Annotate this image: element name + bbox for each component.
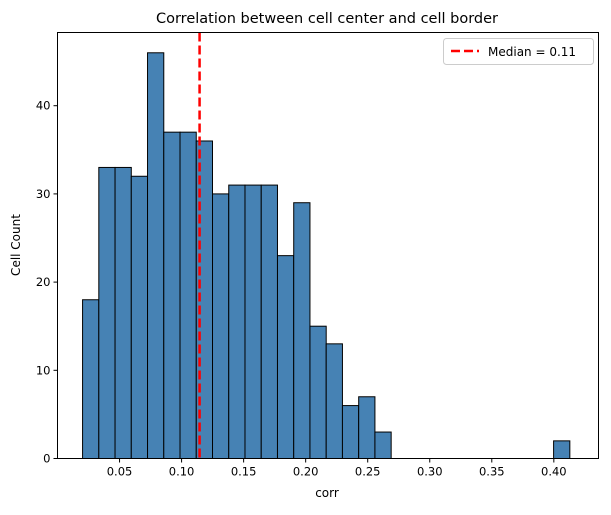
x-tick-label: 0.20 [293,465,319,479]
x-tick-label: 0.15 [231,465,257,479]
x-tick-label: 0.35 [479,465,505,479]
histogram-bar [147,52,165,460]
x-tick-label: 0.05 [107,465,133,479]
histogram-bar [260,184,278,459]
histogram-bar [374,431,392,460]
y-tick-label: 10 [36,363,51,377]
histogram-bar [293,202,311,459]
histogram-bar [341,405,360,460]
y-tick-label: 20 [36,275,51,289]
legend-median-label: Median = 0.11 [488,45,576,59]
x-tick-label: 0.30 [417,465,443,479]
chart-title: Correlation between cell center and cell… [156,11,498,27]
x-tick-label: 0.40 [541,465,567,479]
y-tick-label: 0 [43,452,50,466]
histogram-bar [179,131,197,460]
y-tick-label: 30 [36,187,51,201]
histogram-bar [309,325,327,460]
histogram-bar [130,175,149,459]
x-tick-label: 0.25 [355,465,381,479]
y-tick-label: 40 [36,99,51,113]
histogram-bar [276,255,295,459]
histogram-bar [228,184,246,459]
legend-box [443,38,594,65]
x-tick-label: 0.10 [169,465,195,479]
histogram-bar [163,131,181,460]
y-axis-label: Cell Count [9,214,23,276]
histogram-bar [553,440,571,460]
histogram-bar [82,299,100,460]
histogram-bar [244,184,262,459]
histogram-bar [358,396,376,459]
histogram-bar [98,166,116,459]
histogram-bar [212,193,230,460]
histogram-bar [114,166,132,459]
histogram-bar [325,343,343,459]
x-axis-label: corr [315,486,339,500]
plot-frame [57,32,599,459]
legend: Median = 0.11 [443,38,594,65]
